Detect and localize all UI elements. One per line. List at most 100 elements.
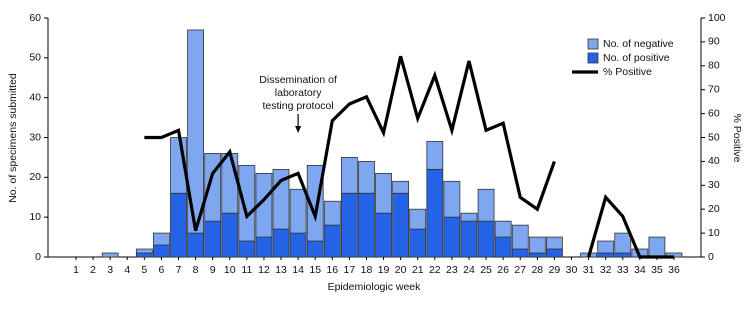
annotation: testing protocol (263, 100, 334, 112)
x-tick-label: 8 (193, 264, 199, 276)
bar (340, 157, 358, 194)
bar (477, 188, 495, 222)
line (144, 55, 675, 259)
bar (528, 236, 546, 254)
bar (597, 240, 615, 254)
bar (426, 141, 444, 170)
y2-tick-label: 40 (708, 155, 720, 167)
y-tick-label: 0 (35, 251, 41, 263)
legend-label: % Positive (603, 66, 652, 78)
y-tick-label: 50 (29, 52, 41, 64)
x-tick-label: 23 (446, 264, 458, 276)
legend-label: No. of positive (603, 52, 670, 64)
bar (340, 192, 358, 258)
x-tick-label: 16 (326, 264, 338, 276)
bar (238, 164, 256, 242)
bar (153, 232, 170, 246)
x-tick-label: 12 (258, 264, 270, 276)
x-tick-label: 14 (292, 264, 304, 276)
bar (546, 236, 563, 250)
x-tick-label: 5 (141, 264, 147, 276)
x-tick-label: 2 (90, 264, 96, 276)
x-tick-label: 1 (73, 264, 79, 276)
bar (614, 252, 632, 258)
x-tick-label: 13 (275, 264, 287, 276)
x-tick-label: 19 (378, 264, 390, 276)
x-tick-label: 26 (497, 264, 509, 276)
x-tick-label: 18 (361, 264, 373, 276)
x-tick-label: 11 (241, 264, 252, 276)
bar (187, 29, 205, 234)
bar (392, 180, 410, 194)
bar (375, 172, 392, 214)
x-tick-label: 3 (107, 264, 113, 276)
bar (255, 236, 273, 258)
x-tick-label: 10 (224, 264, 236, 276)
y2-tick-label: 90 (708, 36, 720, 48)
bar (443, 216, 461, 258)
bar (426, 168, 444, 258)
legend-swatch (587, 52, 599, 64)
bar (494, 220, 512, 238)
y-tick-label: 40 (29, 91, 41, 103)
y2-tick-label: 30 (708, 179, 720, 191)
bar (648, 236, 666, 258)
x-tick-label: 34 (634, 264, 646, 276)
y2-tick-label: 70 (708, 83, 720, 95)
x-tick-label: 7 (176, 264, 182, 276)
y2-tick-label: 20 (708, 203, 720, 215)
x-tick-label: 21 (412, 264, 424, 276)
bar (238, 240, 256, 258)
x-tick-label: 32 (600, 264, 612, 276)
bar (170, 192, 187, 258)
bar (528, 252, 546, 258)
bar (101, 252, 119, 258)
y2-tick-label: 10 (708, 227, 720, 239)
x-tick-label: 20 (395, 264, 407, 276)
x-tick-label: 27 (514, 264, 526, 276)
bar (289, 232, 307, 258)
x-tick-label: 35 (651, 264, 663, 276)
x-tick-label: 15 (309, 264, 321, 276)
x-axis-label: Epidemiologic week (328, 281, 422, 293)
bar (255, 172, 273, 238)
bar (409, 208, 427, 230)
x-tick-label: 28 (531, 264, 543, 276)
y-tick-label: 10 (29, 211, 41, 223)
bar (221, 212, 239, 258)
x-tick-label: 17 (344, 264, 356, 276)
bar (494, 236, 512, 258)
y2-tick-label: 60 (708, 107, 720, 119)
bar (614, 232, 632, 254)
y2-axis-label: % Positive (731, 113, 743, 162)
bar (375, 212, 392, 258)
x-tick-label: 9 (210, 264, 216, 276)
bar (477, 220, 495, 258)
x-tick-label: 22 (429, 264, 441, 276)
bar (323, 224, 341, 258)
y2-tick-label: 50 (708, 131, 720, 143)
bar (306, 164, 324, 242)
bar (204, 220, 222, 258)
bar (409, 228, 427, 258)
bar (289, 188, 307, 234)
bar (153, 244, 170, 258)
bar (546, 248, 563, 258)
x-tick-label: 31 (583, 264, 595, 276)
x-tick-label: 25 (480, 264, 492, 276)
bar (460, 220, 478, 258)
bar (135, 248, 153, 254)
annotation-arrowhead (295, 126, 302, 133)
bar (511, 248, 529, 258)
annotation: Dissemination of (259, 74, 337, 86)
x-tick-label: 36 (668, 264, 680, 276)
x-tick-label: 30 (566, 264, 578, 276)
bar (272, 228, 290, 258)
y-tick-label: 20 (29, 171, 41, 183)
bar (358, 160, 375, 194)
bar (323, 200, 341, 226)
x-tick-label: 24 (463, 264, 475, 276)
bar (597, 252, 615, 258)
